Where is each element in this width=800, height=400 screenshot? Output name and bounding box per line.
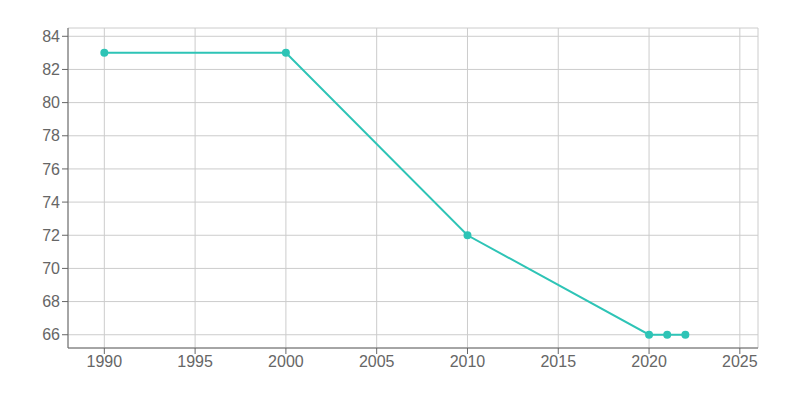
svg-text:76: 76 [42,161,60,178]
svg-text:70: 70 [42,260,60,277]
svg-text:2005: 2005 [359,353,395,370]
svg-text:80: 80 [42,94,60,111]
svg-text:74: 74 [42,194,60,211]
svg-text:66: 66 [42,326,60,343]
svg-text:68: 68 [42,293,60,310]
svg-text:78: 78 [42,127,60,144]
svg-text:2025: 2025 [722,353,758,370]
svg-text:2015: 2015 [540,353,576,370]
svg-text:72: 72 [42,227,60,244]
svg-text:1995: 1995 [177,353,213,370]
svg-text:2010: 2010 [450,353,486,370]
svg-text:2000: 2000 [268,353,304,370]
svg-text:1990: 1990 [87,353,123,370]
svg-text:84: 84 [42,28,60,45]
svg-text:82: 82 [42,61,60,78]
svg-text:2020: 2020 [631,353,667,370]
